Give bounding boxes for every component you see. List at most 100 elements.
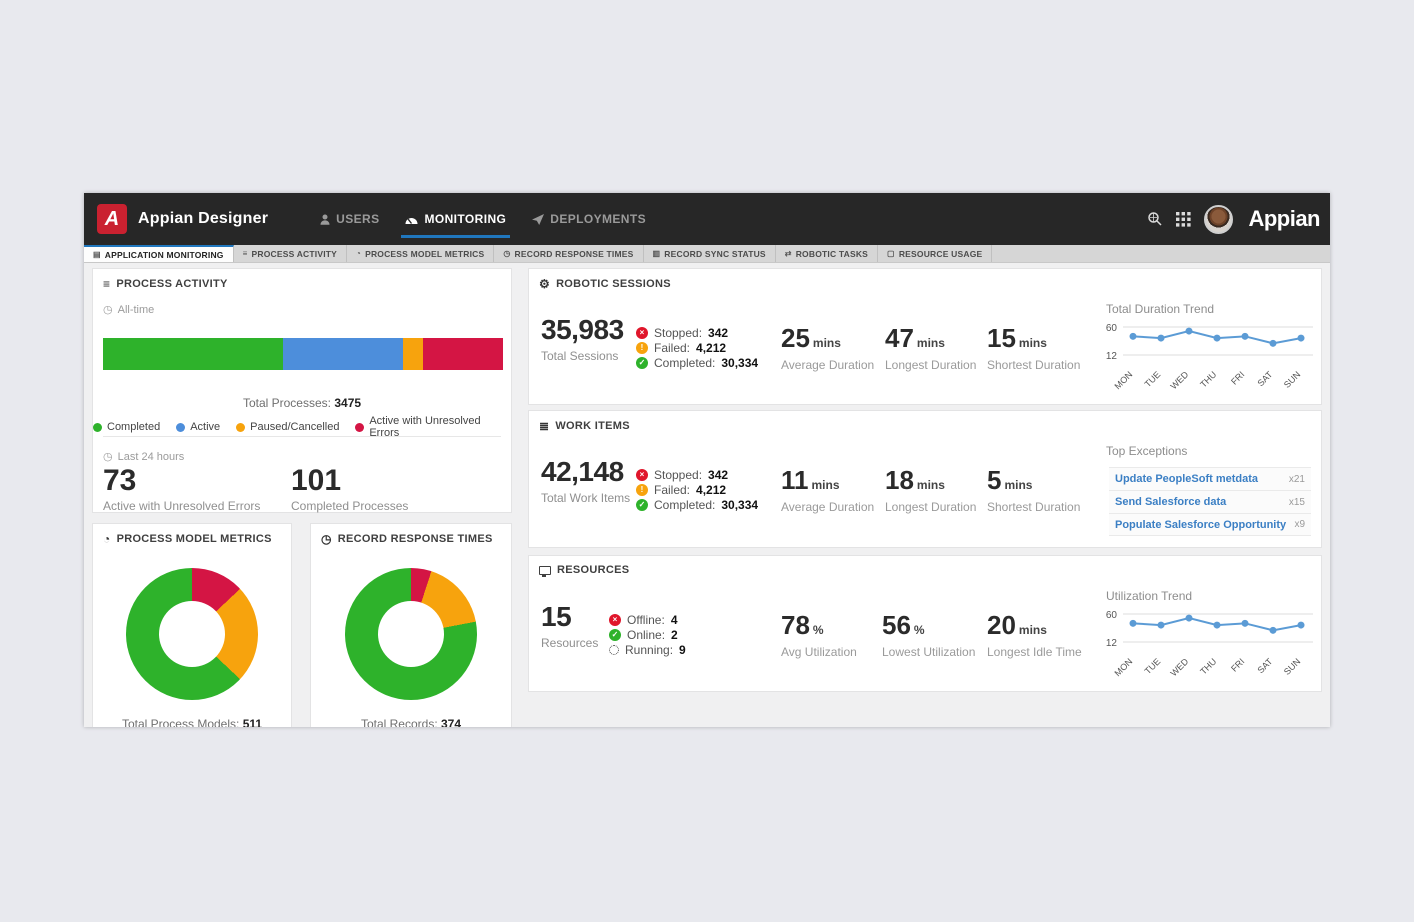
robotic-sessions-card: ⚙ ROBOTIC SESSIONS 35,983 Total Sessions… <box>528 268 1322 405</box>
exception-count: x21 <box>1288 473 1305 485</box>
timeframe-label: ◷ All-time <box>103 303 155 317</box>
exchange-icon: ⇄ <box>784 249 792 258</box>
exception-link[interactable]: Update PeopleSoft metdata <box>1115 473 1259 485</box>
exception-row: Update PeopleSoft metdata x21 <box>1109 467 1311 490</box>
svg-text:FRI: FRI <box>1229 369 1246 386</box>
tab-application-monitoring[interactable]: ▤ APPLICATION MONITORING <box>84 245 234 262</box>
robotic-sessions-header: ⚙ ROBOTIC SESSIONS <box>539 277 671 291</box>
utilization-trend-title: Utilization Trend <box>1106 589 1193 603</box>
svg-text:60: 60 <box>1106 323 1118 334</box>
status-stopped: × Stopped: 342 <box>636 327 758 339</box>
top-exceptions-list: Update PeopleSoft metdata x21 Send Salesf… <box>1109 467 1311 536</box>
legend-item: Completed <box>93 415 160 439</box>
legend-item: Paused/Cancelled <box>236 415 339 439</box>
svg-text:WED: WED <box>1168 656 1190 678</box>
legend-dot <box>236 422 246 432</box>
nav-item-deployments[interactable]: DEPLOYMENTS <box>532 193 646 245</box>
avg-duration-metric: 11 mins Average Duration <box>781 465 875 514</box>
process-activity-legend: Completed Active Paused/Cancelled Active… <box>93 415 511 439</box>
work-items-header: ≣ WORK ITEMS <box>539 419 630 433</box>
stat-active-unresolved: 73 Active with Unresolved Errors <box>103 464 261 514</box>
longest-duration-metric: 18 mins Longest Duration <box>885 465 977 514</box>
svg-text:THU: THU <box>1198 369 1218 389</box>
total-resources-stat: 15 Resources <box>541 601 599 651</box>
svg-text:THU: THU <box>1198 656 1218 676</box>
work-items-statuses: × Stopped: 342 ! Failed: 4,212 ✓ Completed: 30… <box>636 469 758 511</box>
svg-text:12: 12 <box>1106 351 1118 362</box>
exception-link[interactable]: Send Salesforce data <box>1115 496 1227 508</box>
appian-brand-logo: Appian <box>1248 206 1320 231</box>
process-model-metrics-header: ◔ PROCESS MODEL METRICS <box>103 532 272 546</box>
resources-card: RESOURCES 15 Resources × Offline: 4 ✓ Onlin… <box>528 555 1322 692</box>
app-grid-icon[interactable] <box>1176 211 1192 227</box>
list-icon: ≣ <box>539 419 550 433</box>
resources-header: RESOURCES <box>539 564 629 577</box>
utilization-trend-chart: 60 12 MON TUE WED THU FRI SAT SUN <box>1099 602 1321 690</box>
tab-robotic-tasks[interactable]: ⇄ ROBOTIC TASKS <box>776 245 879 262</box>
bar-segment <box>423 338 503 370</box>
navbar-right: Appian <box>1147 193 1320 245</box>
status-completed: ✓ Completed: 30,334 <box>636 499 758 511</box>
tab-process-model-metrics[interactable]: ◔ PROCESS MODEL METRICS <box>347 245 495 262</box>
longest-idle-metric: 20 mins Longest Idle Time <box>987 610 1082 659</box>
svg-text:WED: WED <box>1168 369 1190 391</box>
clock-icon: ◷ <box>503 249 511 258</box>
list-icon: ≡ <box>103 277 111 291</box>
dashboard-icon: ▤ <box>93 250 101 259</box>
user-icon <box>320 214 330 225</box>
spinner-icon <box>609 645 619 655</box>
record-response-times-card: ◷ RECORD RESPONSE TIMES Total Records: 3… <box>310 523 512 727</box>
svg-text:MON: MON <box>1112 656 1134 678</box>
gauge-icon: ◔ <box>356 249 362 258</box>
last-24-hours-label: ◷ Last 24 hours <box>103 450 185 464</box>
check-icon: ✓ <box>636 357 648 369</box>
top-navbar: A Appian Designer USERS MONITORING DEPLO… <box>84 193 1330 245</box>
svg-text:TUE: TUE <box>1143 369 1163 389</box>
process-model-metrics-card: ◔ PROCESS MODEL METRICS Total Process Mo… <box>92 523 292 727</box>
svg-text:SAT: SAT <box>1255 369 1274 388</box>
primary-nav: USERS MONITORING DEPLOYMENTS <box>320 193 646 245</box>
svg-text:60: 60 <box>1106 610 1118 621</box>
clock-icon: ◷ <box>103 304 113 316</box>
nav-item-users[interactable]: USERS <box>320 193 379 245</box>
svg-text:FRI: FRI <box>1229 656 1246 673</box>
bar-segment <box>103 338 283 370</box>
clock-icon: ◷ <box>103 451 113 463</box>
svg-text:MON: MON <box>1112 369 1134 391</box>
search-icon[interactable] <box>1147 211 1163 227</box>
nav-item-monitoring[interactable]: MONITORING <box>401 193 511 245</box>
tab-process-activity[interactable]: ≡ PROCESS ACTIVITY <box>234 245 348 262</box>
total-duration-trend-chart: 60 12 MON TUE WED THU FRI SAT SUN <box>1099 315 1321 403</box>
avg-duration-metric: 25 mins Average Duration <box>781 323 875 372</box>
tab-resource-usage[interactable]: ▢ RESOURCE USAGE <box>878 245 993 262</box>
tab-record-sync-status[interactable]: ▥ RECORD SYNC STATUS <box>644 245 776 262</box>
svg-text:SUN: SUN <box>1282 656 1303 677</box>
list-icon: ≡ <box>242 249 248 258</box>
process-activity-stacked-bar <box>103 338 503 370</box>
cogs-icon: ⚙ <box>539 277 551 291</box>
top-exceptions-title: Top Exceptions <box>1106 444 1188 458</box>
bar-segment <box>403 338 423 370</box>
app-title: Appian Designer <box>138 210 269 227</box>
svg-text:SUN: SUN <box>1282 369 1303 390</box>
total-processes: Total Processes: 3475 <box>242 396 362 410</box>
appian-logo-icon[interactable]: A <box>97 204 127 234</box>
exception-count: x9 <box>1294 519 1305 530</box>
robotic-sessions-statuses: × Stopped: 342 ! Failed: 4,212 ✓ Completed: 30… <box>636 327 758 369</box>
svg-text:TUE: TUE <box>1143 656 1163 676</box>
svg-text:SAT: SAT <box>1255 656 1274 675</box>
dashboard-content: ≡ PROCESS ACTIVITY ◷ All-time Total Proc… <box>84 263 1330 727</box>
process-model-metrics-donut <box>126 568 258 700</box>
check-icon: ✓ <box>609 629 621 641</box>
shortest-duration-metric: 15 mins Shortest Duration <box>987 323 1081 372</box>
status-failed: ! Failed: 4,212 <box>636 484 758 496</box>
check-icon: ✓ <box>636 499 648 511</box>
user-avatar[interactable] <box>1204 204 1234 234</box>
total-duration-trend-title: Total Duration Trend <box>1106 302 1215 316</box>
tab-record-response-times[interactable]: ◷ RECORD RESPONSE TIMES <box>494 245 644 262</box>
exception-link[interactable]: Populate Salesforce Opportunity <box>1115 518 1287 531</box>
record-response-times-header: ◷ RECORD RESPONSE TIMES <box>321 532 493 546</box>
warning-icon: ! <box>636 484 648 496</box>
monitor-icon: ▢ <box>887 249 895 258</box>
stat-completed-processes: 101 Completed Processes <box>291 464 409 514</box>
